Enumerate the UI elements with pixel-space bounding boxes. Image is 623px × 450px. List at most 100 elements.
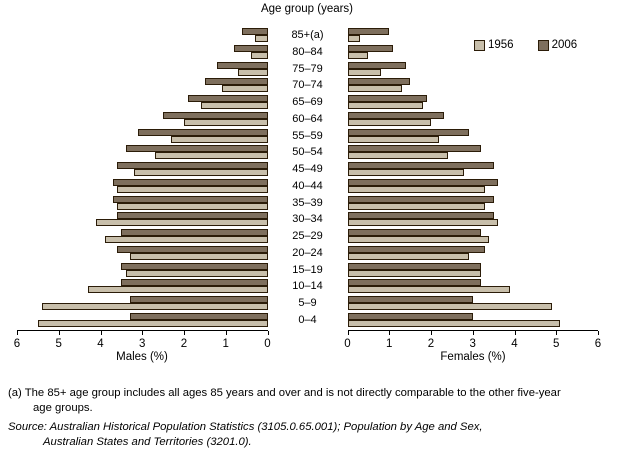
bar-male-2006: [121, 262, 268, 270]
female-bars: [347, 212, 599, 227]
male-bars: [17, 78, 268, 93]
bar-male-1956: [42, 303, 268, 311]
bar-female-2006: [347, 28, 390, 35]
bar-male-1956: [200, 102, 268, 110]
source-note: Source: Australian Historical Population…: [8, 420, 483, 450]
bar-male-1956: [117, 185, 268, 193]
age-group-label: 15–19: [292, 263, 323, 276]
female-bars: [347, 245, 599, 260]
male-bars: [17, 162, 268, 177]
bar-male-2006: [188, 95, 268, 103]
female-bars: [347, 195, 599, 210]
bar-male-2006: [204, 78, 268, 86]
bar-male-1956: [133, 169, 268, 177]
axis-tick: [598, 331, 599, 335]
axis-tick-label: 6: [594, 338, 602, 350]
female-bars: [347, 296, 599, 311]
axis-tick: [472, 331, 474, 335]
male-bars: [17, 28, 268, 42]
bar-female-2006: [347, 178, 498, 186]
female-bars: [347, 229, 599, 244]
axis-tick-label: 3: [469, 338, 476, 350]
pyramid-row: 40–44: [0, 178, 623, 196]
age-group-label: 80–84: [292, 45, 323, 58]
pyramid-row: 10–14: [0, 279, 623, 296]
axis-tick-label: 5: [55, 338, 62, 350]
bar-male-2006: [217, 61, 268, 69]
pyramid-row: 20–24: [0, 245, 623, 263]
female-bars: [347, 128, 599, 143]
age-group-label: 65–69: [292, 96, 323, 109]
male-bars: [17, 95, 268, 110]
bar-female-1956: [347, 51, 369, 59]
bar-female-1956: [347, 252, 469, 260]
bar-male-1956: [96, 219, 268, 227]
bar-female-2006: [347, 296, 473, 304]
bar-female-1956: [347, 202, 486, 210]
pyramid-row: 80–84: [0, 44, 623, 62]
bar-male-2006: [121, 279, 268, 287]
age-group-label: 40–44: [292, 179, 323, 192]
bar-female-1956: [347, 169, 465, 177]
bar-female-1956: [347, 219, 498, 227]
male-axis: 6 5 4 3 2 1 0: [14, 330, 271, 350]
male-bars: [17, 178, 268, 193]
age-group-label: 5–9: [298, 297, 317, 310]
pyramid-row: 5–9: [0, 296, 623, 313]
axis-tick-label: 3: [139, 338, 146, 350]
legend: 1956 2006: [474, 39, 577, 51]
bar-male-2006: [138, 128, 268, 136]
bar-female-1956: [347, 269, 482, 277]
bar-female-2006: [347, 61, 406, 69]
bar-female-1956: [347, 286, 511, 294]
bar-female-2006: [347, 229, 482, 237]
pyramid-row: 70–74: [0, 78, 623, 95]
bar-female-1956: [347, 35, 361, 42]
age-group-label: 85+(a): [291, 29, 324, 41]
axis-tick-label: 0: [264, 338, 271, 350]
age-group-label: 50–54: [292, 146, 323, 159]
legend-swatch-1956: [474, 39, 485, 51]
pyramid-row: 35–39: [0, 195, 623, 213]
bar-female-2006: [347, 313, 473, 321]
axis-tick-label: 4: [97, 338, 104, 350]
bar-male-2006: [121, 229, 268, 237]
male-bars: [17, 296, 268, 311]
axis-tick-label: 1: [386, 338, 393, 350]
bar-female-1956: [347, 85, 402, 93]
female-bars: [347, 162, 599, 177]
bar-female-1956: [347, 135, 440, 143]
bar-female-1956: [347, 68, 381, 76]
bar-female-2006: [347, 128, 469, 136]
bar-female-2006: [347, 145, 482, 153]
female-bars: [347, 262, 599, 277]
bar-female-2006: [347, 262, 482, 270]
bar-male-2006: [163, 111, 268, 119]
axis-tick: [142, 331, 144, 335]
bar-male-2006: [129, 296, 268, 304]
axis-tick-label: 6: [13, 338, 21, 350]
bar-male-1956: [254, 35, 268, 42]
bar-female-2006: [347, 78, 411, 86]
female-bars: [347, 28, 599, 42]
age-group-label: 45–49: [292, 163, 323, 176]
bar-female-2006: [347, 162, 494, 170]
bar-female-1956: [347, 102, 423, 110]
source-line-2: Australian States and Territories (3201.…: [43, 436, 252, 448]
bar-female-2006: [347, 44, 394, 52]
bar-male-1956: [129, 252, 268, 260]
bar-male-2006: [129, 313, 268, 321]
pyramid-row: 60–64: [0, 111, 623, 129]
male-bars: [17, 279, 268, 294]
axis-tick-label: 5: [553, 338, 560, 350]
legend-item-1956: 1956: [474, 39, 514, 51]
bar-male-2006: [113, 178, 268, 186]
bar-male-1956: [87, 286, 268, 294]
male-bars: [17, 245, 268, 260]
bar-male-2006: [113, 195, 268, 203]
bar-female-2006: [347, 95, 427, 103]
male-bars: [17, 195, 268, 210]
bar-female-2006: [347, 279, 482, 287]
bar-male-2006: [117, 212, 268, 220]
